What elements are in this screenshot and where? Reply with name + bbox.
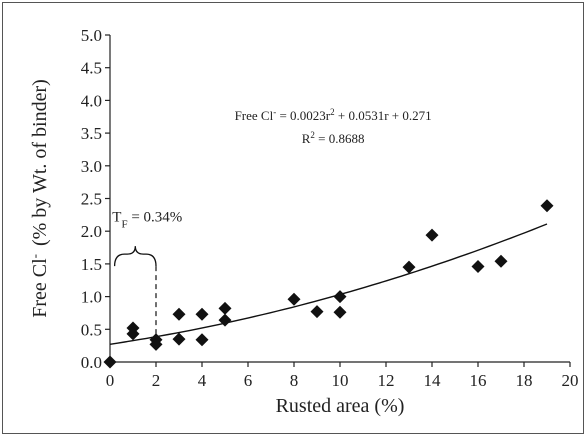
threshold-label-main: T (112, 209, 121, 225)
r-squared: R2 = 0.8688 (302, 130, 365, 146)
x-tick-label: 14 (424, 371, 442, 390)
y-tick-label: 3.5 (81, 124, 102, 143)
y-axis-label: Free Cl- (% by Wt. of binder) (27, 79, 52, 318)
data-point (195, 333, 209, 347)
r2-rest: = 0.8688 (315, 131, 365, 146)
x-tick-label: 0 (106, 371, 115, 390)
data-point (103, 355, 117, 369)
r2-sup: 2 (310, 130, 315, 140)
trendline (109, 223, 548, 345)
data-point (149, 337, 163, 351)
data-point (540, 199, 554, 213)
y-tick-label: 1.5 (81, 255, 102, 274)
y-axis-label-sup: - (27, 254, 42, 258)
x-tick-label: 12 (378, 371, 395, 390)
r2-label: R (302, 131, 311, 146)
data-point (172, 307, 186, 321)
equation-sup2: 2 (330, 107, 335, 117)
data-point (310, 305, 324, 319)
y-tick-label: 4.0 (81, 91, 102, 110)
trend-equation: Free Cl- = 0.0023r2 + 0.0531r + 0.271 (235, 107, 432, 123)
equation-rest2: + 0.0531r + 0.271 (335, 108, 432, 123)
y-tick-label: 0.0 (81, 353, 102, 372)
x-tick-label: 16 (470, 371, 487, 390)
x-tick-label: 20 (562, 371, 579, 390)
y-tick-label: 1.0 (81, 288, 102, 307)
data-point (333, 290, 347, 304)
y-tick-label: 2.0 (81, 222, 102, 241)
y-tick-label: 4.5 (81, 59, 102, 78)
threshold-brace (113, 246, 157, 267)
y-tick-label: 0.5 (81, 320, 102, 339)
x-tick-label: 10 (332, 371, 349, 390)
data-point (471, 260, 485, 274)
x-tick-label: 6 (244, 371, 253, 390)
x-tick-label: 4 (198, 371, 207, 390)
data-point (218, 301, 232, 315)
data-point (218, 313, 232, 327)
data-point (402, 260, 416, 274)
x-axis-ticks: 0 2 4 6 8 10 12 14 16 18 20 (106, 362, 579, 390)
data-point (172, 332, 186, 346)
y-tick-label: 3.0 (81, 157, 102, 176)
threshold-label: TF = 0.34% (112, 209, 182, 230)
y-tick-label: 5.0 (81, 26, 102, 45)
equation-rest: = 0.0023r (276, 108, 331, 123)
y-axis-ticks: 0.0 0.5 1.0 1.5 2.0 2.5 3.0 3.5 4.0 4.5 5.0 (81, 26, 110, 372)
equation-sup: - (273, 107, 276, 117)
y-tick-label: 2.5 (81, 190, 102, 209)
data-point (333, 305, 347, 319)
data-point (494, 254, 508, 268)
x-axis-label: Rusted area (%) (276, 395, 405, 417)
y-axis-label-rest: (% by Wt. of binder) (29, 79, 51, 246)
data-points (103, 199, 554, 369)
data-point (425, 228, 439, 242)
equation-prefix: Free Cl (235, 108, 274, 123)
threshold-label-sub: F (121, 218, 127, 230)
threshold-label-rest: = 0.34% (128, 209, 183, 225)
data-point (126, 327, 140, 341)
data-point (287, 292, 301, 306)
x-tick-label: 18 (516, 371, 533, 390)
data-point (195, 307, 209, 321)
y-axis-label-main: Free Cl (29, 258, 51, 318)
x-tick-label: 2 (152, 371, 161, 390)
x-tick-label: 8 (290, 371, 299, 390)
